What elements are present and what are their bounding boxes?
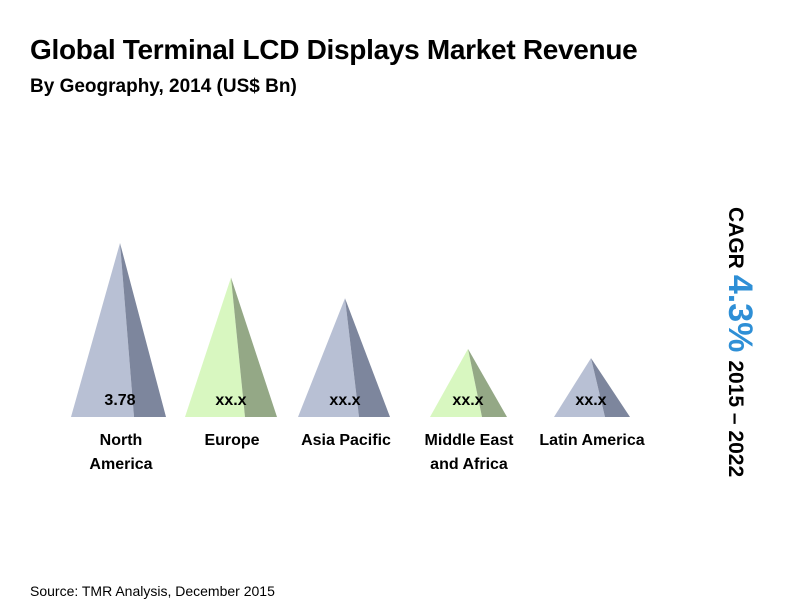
category-label: Middle East and Africa bbox=[424, 432, 514, 473]
value-label: 3.78 bbox=[104, 392, 135, 409]
cagr-annotation: CAGR 4.3% 2015 – 2022 bbox=[721, 207, 759, 477]
pyramid-side-face bbox=[231, 277, 277, 417]
category-label: Europe bbox=[204, 432, 260, 449]
pyramid-side-face bbox=[591, 358, 630, 417]
pyramid-3: xx.x bbox=[298, 298, 390, 417]
pyramid-front-face bbox=[71, 243, 134, 417]
pyramid-5: xx.x bbox=[554, 358, 630, 417]
pyramid-side-face bbox=[468, 348, 507, 417]
pyramid-side-face bbox=[120, 243, 166, 417]
chart-subtitle: By Geography, 2014 (US$ Bn) bbox=[30, 76, 297, 97]
pyramid-front-face bbox=[430, 348, 482, 417]
pyramid-2: xx.x bbox=[185, 277, 277, 417]
pyramid-1: 3.78 bbox=[71, 243, 166, 417]
category-label: North America bbox=[89, 432, 153, 473]
value-label: xx.x bbox=[575, 392, 606, 409]
pyramid-front-face bbox=[185, 277, 245, 417]
pyramid-4: xx.x bbox=[430, 348, 507, 417]
cagr-rate: 4.3% bbox=[721, 274, 759, 353]
cagr-period: 2015 – 2022 bbox=[724, 360, 747, 478]
pyramid-front-face bbox=[298, 298, 359, 417]
value-label: xx.x bbox=[452, 392, 483, 409]
value-label: xx.x bbox=[329, 392, 360, 409]
value-label: xx.x bbox=[215, 392, 246, 409]
category-label: Latin America bbox=[539, 432, 645, 449]
pyramid-front-face bbox=[554, 358, 605, 417]
cagr-label: CAGR bbox=[724, 207, 747, 269]
pyramid-side-face bbox=[345, 298, 390, 417]
category-label: Asia Pacific bbox=[301, 432, 391, 449]
source-note: Source: TMR Analysis, December 2015 bbox=[30, 583, 275, 599]
chart-title: Global Terminal LCD Displays Market Reve… bbox=[30, 34, 638, 65]
